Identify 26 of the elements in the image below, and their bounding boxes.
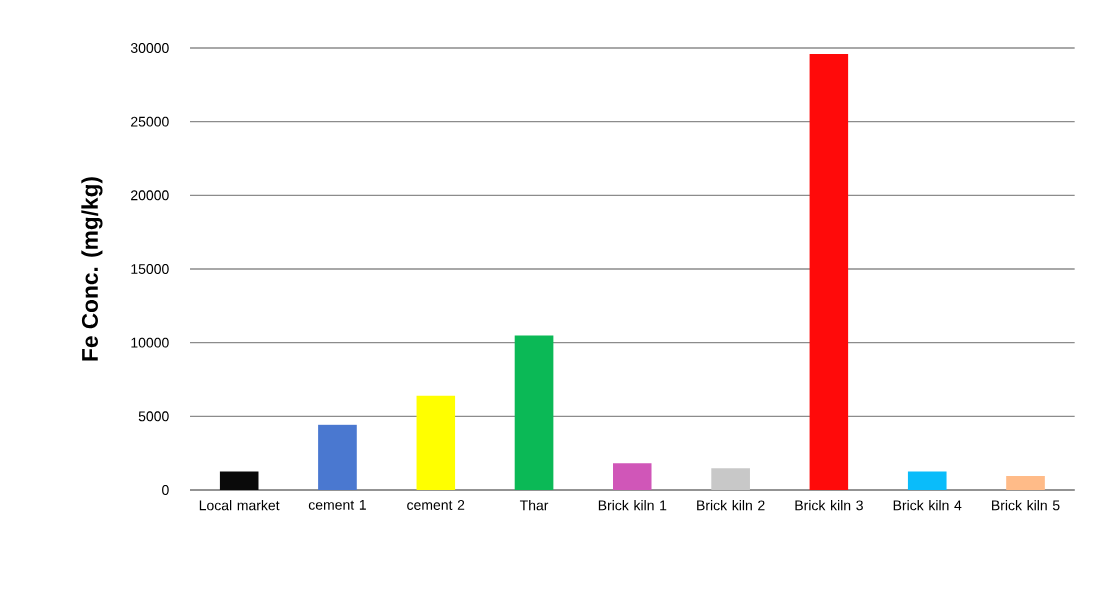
bar (711, 468, 750, 490)
x-tick-label: Brick kiln 4 (893, 500, 962, 511)
x-tick-label: Brick kiln 3 (795, 500, 863, 511)
x-tick-label: cement 2 (407, 500, 465, 510)
bar (907, 471, 947, 490)
y-tick-label: 30000 (130, 43, 169, 53)
x-tick-label: Local market (199, 500, 280, 511)
bar (318, 424, 357, 490)
y-tick-label: 25000 (131, 116, 169, 127)
y-axis-title: Fe Conc. (mg/kg) (81, 177, 103, 361)
y-tick-label: 5000 (138, 411, 169, 422)
bar (219, 471, 259, 490)
x-tick-label: Brick kiln 5 (992, 500, 1060, 511)
x-tick-label: cement 1 (308, 500, 366, 510)
bar (514, 335, 554, 490)
y-tick-label: 0 (162, 485, 169, 495)
x-tick-label: Brick kiln 2 (697, 500, 765, 511)
y-tick-label: 10000 (131, 337, 169, 348)
bar (1006, 475, 1045, 490)
bar (613, 463, 652, 490)
y-tick-label: 20000 (131, 190, 169, 201)
bar (416, 395, 456, 490)
bar (809, 53, 849, 490)
y-tick-label: 15000 (131, 264, 169, 274)
x-tick-label: Brick kiln 1 (598, 500, 667, 511)
x-tick-label: Thar (519, 500, 549, 511)
